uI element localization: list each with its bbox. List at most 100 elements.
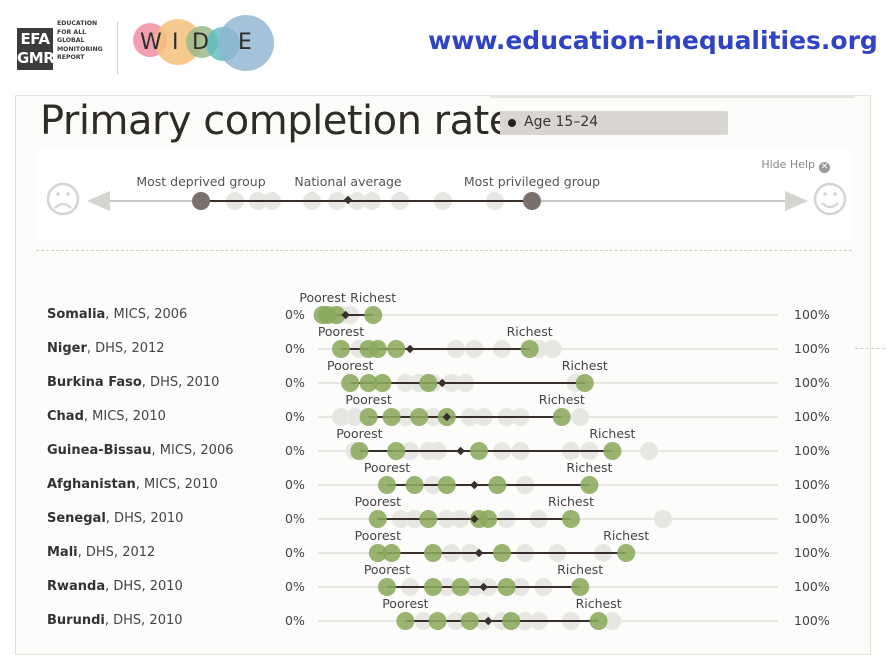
group-dot	[382, 544, 401, 562]
group-dot	[552, 408, 571, 426]
section-divider	[855, 348, 885, 349]
group-dot	[373, 374, 392, 392]
axis-max-label: 100%	[794, 375, 830, 390]
group-dot	[603, 442, 622, 460]
axis-max-label: 100%	[794, 511, 830, 526]
faded-group-dot	[345, 408, 364, 426]
axis-max-label: 100%	[794, 477, 830, 492]
country-name: Burundi	[47, 613, 105, 628]
axis-max-label: 100%	[794, 341, 830, 356]
efa-gmr-logo: EFA GMR	[17, 28, 55, 70]
site-url-link[interactable]: www.education-inequalities.org	[420, 12, 886, 70]
wide-circle-orange	[155, 19, 201, 65]
richest-label: Richest	[576, 596, 622, 611]
hide-help-label: Hide Help	[761, 158, 815, 171]
survey-source: , DHS, 2012	[86, 341, 165, 356]
richest-label: Richest	[557, 562, 603, 577]
right-arrow-icon	[785, 191, 808, 211]
richest-label: Richest	[562, 358, 608, 373]
group-dot	[387, 340, 406, 358]
faded-group-dot	[543, 340, 562, 358]
country-label[interactable]: Burundi, DHS, 2010	[47, 613, 183, 628]
country-name: Burkina Faso	[47, 375, 142, 390]
country-label[interactable]: Senegal, DHS, 2010	[47, 511, 183, 526]
help-average-diamond	[343, 195, 353, 205]
axis-min-label: 0%	[285, 511, 305, 526]
country-label[interactable]: Mali, DHS, 2012	[47, 545, 155, 560]
national-average-marker	[442, 412, 452, 422]
country-label[interactable]: Somalia, MICS, 2006	[47, 307, 187, 322]
country-label[interactable]: Guinea-Bissau, MICS, 2006	[47, 443, 234, 458]
group-dot	[493, 544, 511, 562]
group-dot	[396, 612, 415, 630]
help-privileged-label: Most privileged group	[464, 174, 600, 189]
group-dot	[589, 612, 608, 630]
country-name: Rwanda	[47, 579, 106, 594]
group-dot	[378, 578, 396, 596]
group-dot	[405, 476, 424, 494]
richest-label: Richest	[350, 290, 396, 305]
group-dot	[460, 612, 479, 630]
wide-letter: E	[238, 30, 252, 55]
left-arrow-icon	[87, 191, 110, 211]
faded-group-dot	[654, 510, 672, 528]
national-average-marker	[341, 310, 350, 320]
country-label[interactable]: Afghanistan, MICS, 2010	[47, 477, 218, 492]
axis-min-label: 0%	[285, 307, 305, 322]
group-dot	[424, 544, 442, 562]
country-label[interactable]: Burkina Faso, DHS, 2010	[47, 375, 219, 390]
country-name: Chad	[47, 409, 84, 424]
country-name: Guinea-Bissau	[47, 443, 152, 458]
survey-source: , DHS, 2010	[105, 511, 184, 526]
efa-logo-line: EFA	[20, 30, 50, 48]
group-dot	[451, 578, 470, 596]
faded-group-dot	[332, 408, 350, 426]
axis-max-label: 100%	[794, 545, 830, 560]
country-label[interactable]: Chad, MICS, 2010	[47, 409, 166, 424]
country-name: Niger	[47, 341, 87, 356]
survey-source: , MICS, 2006	[105, 307, 188, 322]
group-dot	[419, 374, 438, 392]
country-label[interactable]: Rwanda, DHS, 2010	[47, 579, 183, 594]
richest-label: Richest	[589, 426, 635, 441]
help-privileged-dot	[523, 192, 541, 210]
group-dot	[387, 442, 406, 460]
logo-sub-line: for all	[57, 28, 87, 36]
axis-min-label: 0%	[285, 613, 305, 628]
group-dot	[368, 340, 387, 358]
poorest-label: Poorest	[382, 596, 428, 611]
group-dot	[359, 408, 378, 426]
axis-max-label: 100%	[794, 579, 830, 594]
axis-max-label: 100%	[794, 443, 830, 458]
group-dot	[368, 544, 387, 562]
poorest-label: Poorest	[327, 358, 373, 373]
group-dot	[428, 612, 447, 630]
group-dot	[488, 476, 507, 494]
close-icon[interactable]: ✕	[819, 162, 830, 173]
wide-letter: I	[172, 30, 179, 55]
hide-help-button[interactable]: Hide Help ✕	[761, 158, 830, 173]
faded-group-dot	[603, 612, 622, 630]
wide-logo: W I D E	[133, 15, 274, 71]
axis-min-label: 0%	[285, 545, 305, 560]
survey-source: , MICS, 2006	[151, 443, 234, 458]
faded-group-dot	[571, 408, 590, 426]
group-dot	[497, 578, 516, 596]
logo-sub-line: global	[57, 37, 85, 44]
poorest-label: Poorest	[355, 528, 401, 543]
national-average-marker	[470, 514, 479, 524]
group-dot	[359, 374, 378, 392]
sad-face-icon	[46, 182, 80, 216]
help-deprived-label: Most deprived group	[136, 174, 265, 189]
axis-min-label: 0%	[285, 375, 305, 390]
country-label[interactable]: Niger, DHS, 2012	[47, 341, 165, 356]
faded-group-dot	[640, 442, 659, 460]
age-filter-tab[interactable]: Age 15–24	[500, 111, 728, 135]
group-dot	[437, 476, 456, 494]
richest-label: Richest	[603, 528, 649, 543]
axis-max-label: 100%	[794, 409, 830, 424]
group-dot	[575, 374, 594, 392]
group-dot	[378, 476, 396, 494]
